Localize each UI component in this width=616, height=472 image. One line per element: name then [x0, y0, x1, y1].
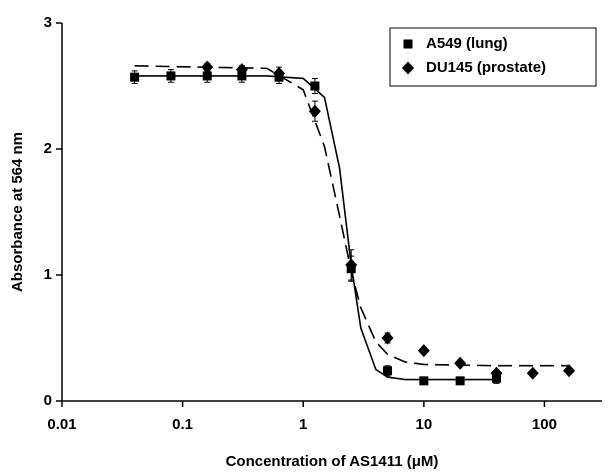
data-point	[166, 71, 176, 81]
fit-curve	[134, 75, 497, 381]
data-point	[455, 376, 465, 386]
x-tick-label: 0.1	[172, 416, 193, 433]
x-tick-label: 10	[415, 416, 432, 433]
legend-marker	[402, 61, 414, 75]
data-point	[383, 366, 393, 376]
data-point	[308, 104, 321, 118]
y-tick-label: 2	[44, 140, 52, 157]
x-axis-title: Concentration of AS1411 (μM)	[226, 453, 439, 470]
y-axis-title: Absorbance at 564 nm	[9, 132, 26, 292]
data-point	[273, 66, 286, 80]
y-tick-label: 3	[44, 14, 52, 31]
legend-label: DU145 (prostate)	[426, 59, 546, 76]
data-point	[417, 344, 430, 358]
x-tick-label: 0.01	[47, 416, 76, 433]
y-tick-label: 0	[44, 392, 52, 409]
data-point	[310, 81, 320, 91]
legend-label: A549 (lung)	[426, 35, 508, 52]
x-tick-label: 100	[532, 416, 557, 433]
data-point	[381, 331, 394, 345]
data-point	[130, 72, 140, 82]
data-point	[201, 60, 214, 74]
data-point	[563, 364, 576, 378]
data-point	[202, 71, 212, 81]
legend-box	[389, 27, 597, 87]
data-point	[235, 63, 248, 77]
data-point	[526, 366, 539, 380]
fit-curve	[134, 65, 570, 367]
data-point	[345, 258, 358, 272]
legend-marker	[403, 39, 413, 49]
data-point	[419, 376, 429, 386]
y-tick-label: 1	[44, 266, 52, 283]
x-tick-label: 1	[299, 416, 307, 433]
data-point	[490, 366, 503, 380]
data-point	[454, 356, 467, 370]
